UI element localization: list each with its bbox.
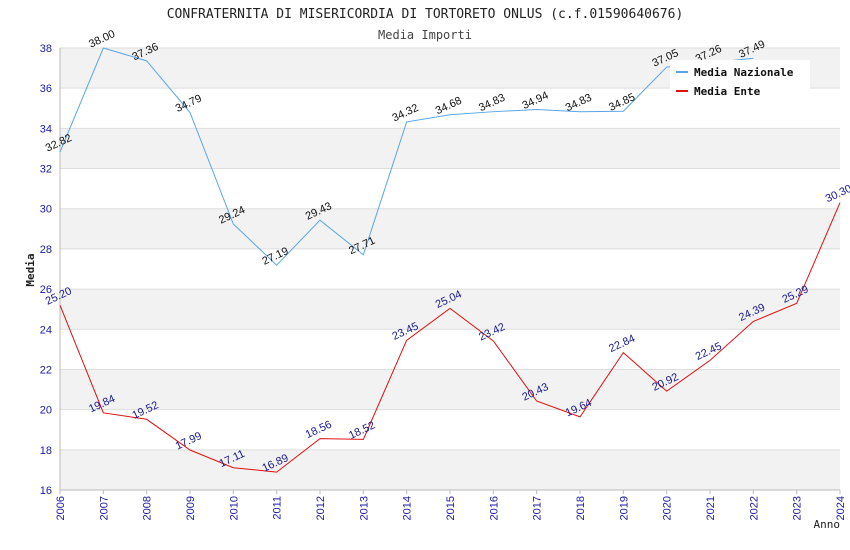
x-tick-label: 2010	[228, 496, 240, 520]
grid-band	[60, 449, 840, 490]
y-tick-label: 28	[40, 244, 52, 256]
y-axis-label: Media	[24, 253, 37, 286]
y-tick-label: 18	[40, 445, 52, 457]
grid-band	[60, 128, 840, 169]
grid-band	[60, 168, 840, 209]
x-tick-label: 2006	[55, 496, 67, 520]
y-tick-label: 30	[40, 204, 52, 216]
grid-band	[60, 369, 840, 410]
y-axis: 16 18 20 22 24 26 28 30 32 34 36 38	[40, 43, 52, 497]
series-line-media-nazionale	[59, 47, 754, 266]
x-tick-label: 2016	[488, 496, 500, 520]
series-line-media-ente	[59, 202, 841, 473]
x-tick-label: 2018	[575, 496, 587, 520]
y-tick-label: 24	[40, 324, 52, 336]
x-tick-label: 2024	[835, 496, 847, 520]
x-tick-label: 2014	[402, 496, 414, 520]
x-tick-label: 2021	[705, 496, 717, 520]
legend-box	[670, 60, 810, 102]
data-label: 38.00	[87, 28, 117, 51]
grid-band	[60, 329, 840, 370]
x-tick-label: 2022	[748, 496, 760, 520]
grid-band	[60, 208, 840, 249]
x-tick-label: 2023	[792, 496, 804, 520]
x-tick-label: 2013	[358, 496, 370, 520]
x-tick-label: 2007	[98, 496, 110, 520]
y-tick-label: 26	[40, 284, 52, 296]
x-tick-label: 2019	[618, 496, 630, 520]
x-tick-label: 2008	[142, 496, 154, 520]
x-axis-label: Anno	[814, 518, 841, 531]
series-group	[59, 47, 841, 473]
chart-title: CONFRATERNITA DI MISERICORDIA DI TORTORE…	[167, 7, 684, 22]
y-tick-label: 22	[40, 364, 52, 376]
x-tick-label: 2020	[662, 496, 674, 520]
grid-band	[60, 248, 840, 290]
x-tick-label: 2011	[272, 496, 284, 520]
y-tick-label: 32	[40, 164, 52, 176]
grid-band	[60, 289, 840, 330]
x-tick-label: 2017	[532, 496, 544, 520]
x-tick-label: 2012	[315, 496, 327, 520]
x-tick-label: 2009	[185, 496, 197, 520]
y-tick-label: 16	[40, 485, 52, 497]
x-axis: 2006 2007 2008 2009 2010 2011 2012 2013 2014 2015…	[55, 490, 847, 520]
y-tick-label: 20	[40, 405, 52, 417]
legend: Media Nazionale Media Ente	[670, 60, 810, 102]
grid-bands	[60, 47, 840, 491]
grid-band	[60, 409, 840, 450]
chart-subtitle: Media Importi	[378, 28, 472, 42]
y-tick-label: 36	[40, 83, 52, 95]
y-tick-label: 34	[40, 123, 52, 135]
legend-label: Media Ente	[694, 85, 761, 98]
x-tick-label: 2015	[445, 496, 457, 520]
y-tick-label: 38	[40, 43, 52, 55]
legend-label: Media Nazionale	[694, 66, 794, 79]
